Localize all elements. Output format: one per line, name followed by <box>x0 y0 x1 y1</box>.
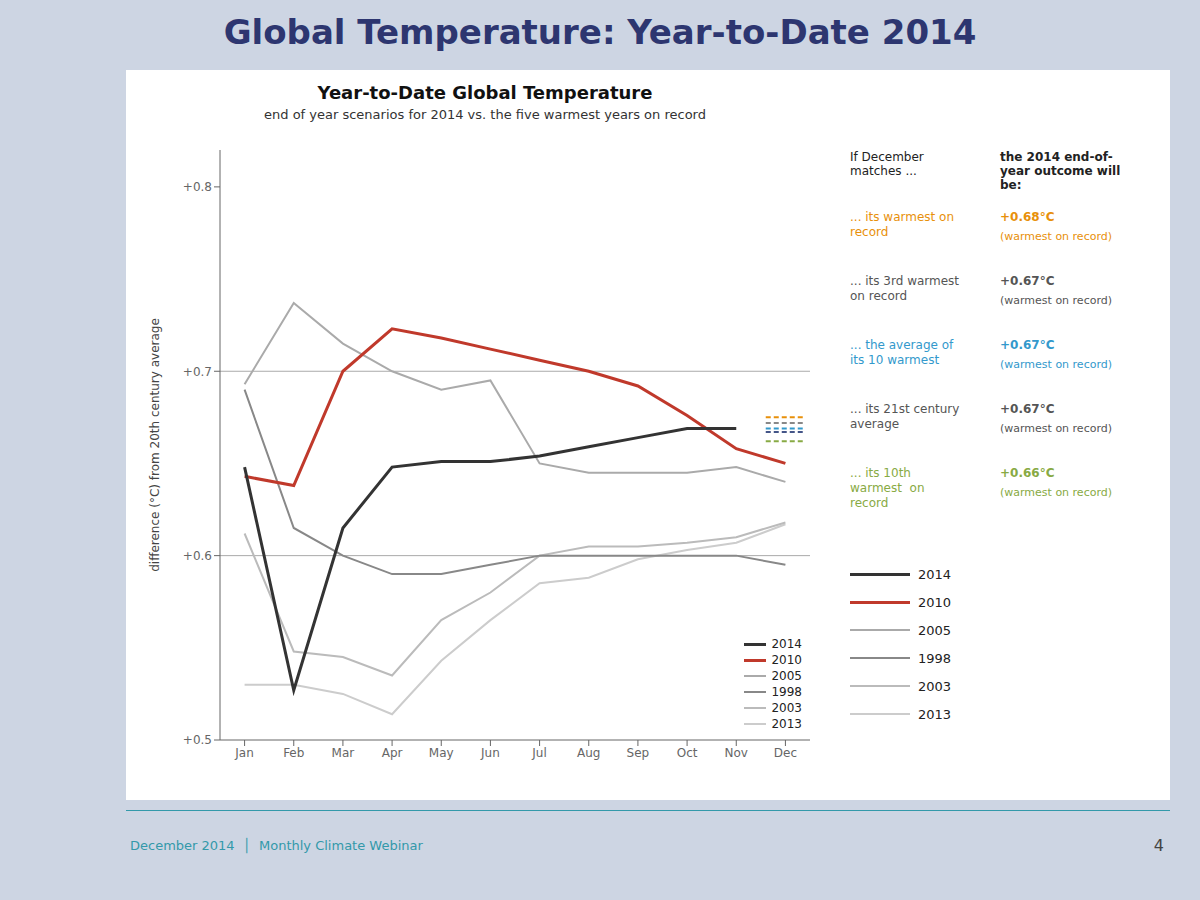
svg-text:May: May <box>429 746 454 760</box>
html-text:1998: 1998 <box>918 650 952 666</box>
svg-text:Oct: Oct <box>677 746 698 760</box>
html-text:2005: 2005 <box>771 669 802 683</box>
html-text:December 2014 │ Monthly Climat: December 2014 │ Monthly Climate Webinar <box>130 838 423 853</box>
svg-text:Feb: Feb <box>283 746 304 760</box>
html-text:+0.68°C: +0.68°C <box>1000 210 1055 224</box>
svg-text:Dec: Dec <box>774 746 797 760</box>
svg-text:Jan: Jan <box>234 746 254 760</box>
svg-text:Sep: Sep <box>627 746 650 760</box>
html-text:+0.66°C: +0.66°C <box>1000 466 1055 480</box>
svg-text:Jul: Jul <box>531 746 546 760</box>
svg-text:Nov: Nov <box>725 746 748 760</box>
html-text:Year-to-Date Global Temperatur: Year-to-Date Global Temperature <box>317 82 653 103</box>
html-text:... its 21st century average: ... its 21st century average <box>850 402 960 431</box>
html-text:If December matches ...: If December matches ... <box>850 150 924 178</box>
svg-text:Apr: Apr <box>382 746 403 760</box>
html-text:2013: 2013 <box>918 706 952 722</box>
svg-text:+0.5: +0.5 <box>183 733 212 747</box>
html-text:(warmest on record): (warmest on record) <box>1000 230 1112 243</box>
html-text:2005: 2005 <box>918 622 952 638</box>
html-text:+0.67°C: +0.67°C <box>1000 274 1055 288</box>
html-text:2003: 2003 <box>918 678 952 694</box>
html-text:(warmest on record): (warmest on record) <box>1000 422 1112 435</box>
html-text:Global Temperature: Year-to-Da: Global Temperature: Year-to-Date 2014 <box>223 12 977 52</box>
html-text:4: 4 <box>1153 836 1164 855</box>
svg-text:+0.6: +0.6 <box>183 549 212 563</box>
svg-text:+0.7: +0.7 <box>183 365 212 379</box>
html-text:... its 3rd warmest on record: ... its 3rd warmest on record <box>850 274 960 303</box>
html-text:end of year scenarios for 2014: end of year scenarios for 2014 vs. the f… <box>264 107 706 122</box>
html-text:2014: 2014 <box>771 637 802 651</box>
html-text:(warmest on record): (warmest on record) <box>1000 358 1112 371</box>
html-text:(warmest on record): (warmest on record) <box>1000 294 1112 307</box>
svg-text:difference (°C) from 20th cent: difference (°C) from 20th century averag… <box>148 318 162 572</box>
html-text:2010: 2010 <box>771 653 802 667</box>
html-text:+0.67°C: +0.67°C <box>1000 338 1055 352</box>
html-text:2014: 2014 <box>918 566 952 582</box>
html-text:2003: 2003 <box>771 701 802 715</box>
svg-text:+0.8: +0.8 <box>183 180 212 194</box>
html-text:2013: 2013 <box>771 717 802 731</box>
svg-text:Mar: Mar <box>332 746 355 760</box>
svg-text:Aug: Aug <box>577 746 600 760</box>
html-text:... its 10th warmest on record: ... its 10th warmest on record <box>850 466 925 510</box>
html-text:+0.67°C: +0.67°C <box>1000 402 1055 416</box>
html-text:the 2014 end-of- year outcome: the 2014 end-of- year outcome will be: <box>1000 150 1121 192</box>
html-text:... its warmest on record: ... its warmest on record <box>850 210 954 239</box>
svg-text:Jun: Jun <box>480 746 500 760</box>
html-text:1998: 1998 <box>771 685 802 699</box>
html-text:2010: 2010 <box>918 594 952 610</box>
html-text:... the average of its 10 warm: ... the average of its 10 warmest <box>850 338 954 367</box>
html-text:(warmest on record): (warmest on record) <box>1000 486 1112 499</box>
